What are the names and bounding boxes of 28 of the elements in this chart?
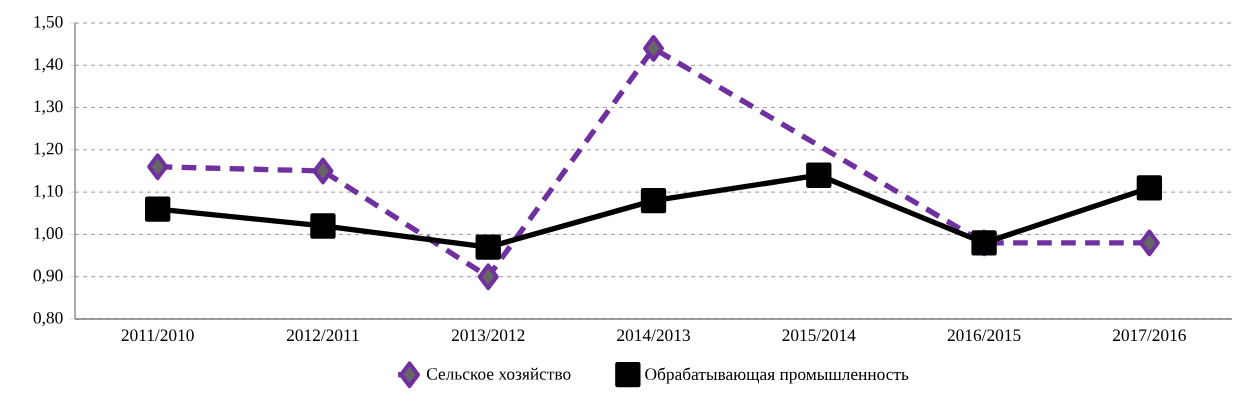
y-tick-label: 1,30 <box>34 100 63 115</box>
x-tick-label: 2016/2015 <box>947 329 1021 342</box>
legend-label: Сельское хозяйство <box>426 367 571 380</box>
y-tick-label: 0,80 <box>33 311 63 327</box>
point <box>643 35 665 62</box>
x-tick-label: 2014/2013 <box>617 329 690 342</box>
y-tick-label: 0,90 <box>33 269 63 284</box>
y-tick-label: 1,40 <box>34 58 63 73</box>
point <box>475 234 501 260</box>
y-tick-label: 1,00 <box>34 227 63 242</box>
point <box>147 153 169 181</box>
point <box>806 162 832 188</box>
point <box>144 196 171 222</box>
point <box>477 263 499 291</box>
y-tick-label: 1,20 <box>34 142 63 157</box>
x-tick-label: 2011/2010 <box>121 329 194 342</box>
point <box>1136 175 1163 201</box>
y-tick-label: 1,10 <box>34 185 63 200</box>
x-tick-label: 2017/2016 <box>1113 329 1186 342</box>
point <box>310 213 336 239</box>
legend-label: Обрабатывающая промышленность <box>645 367 909 384</box>
point <box>312 157 334 185</box>
x-tick-label: 2013/2012 <box>451 329 525 342</box>
point <box>640 187 667 214</box>
x-tick-label: 2015/2014 <box>782 329 856 342</box>
y-tick-label: 1,50 <box>34 15 63 31</box>
x-tick-label: 2012/2011 <box>286 329 359 342</box>
point <box>1138 229 1160 257</box>
